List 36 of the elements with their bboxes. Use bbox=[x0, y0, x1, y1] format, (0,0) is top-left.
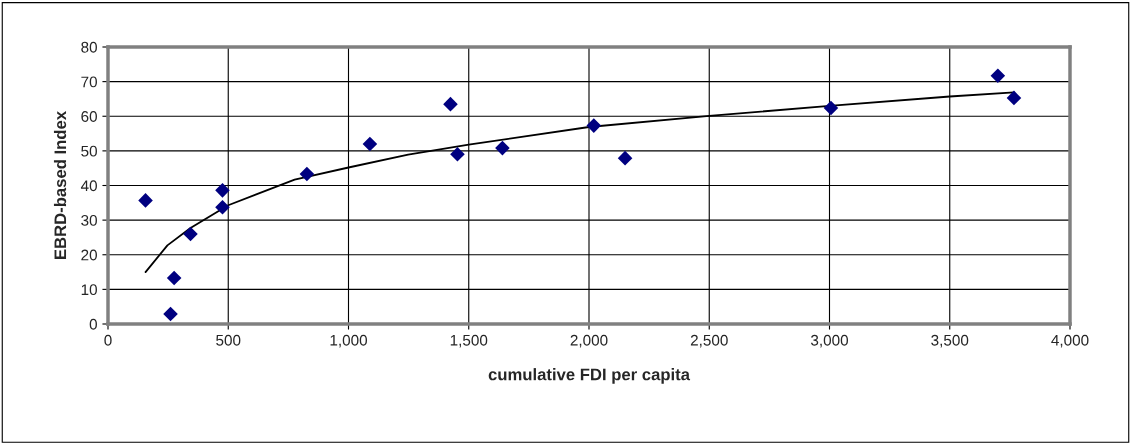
point bbox=[617, 150, 633, 166]
point bbox=[362, 136, 378, 152]
y-tick-label: 20 bbox=[81, 249, 97, 261]
point bbox=[183, 226, 198, 242]
x-axis-title: cumulative FDI per capita bbox=[488, 368, 691, 384]
point bbox=[163, 306, 178, 322]
y-tick-label: 40 bbox=[80, 180, 97, 192]
x-tick-label: 2,000 bbox=[570, 334, 608, 348]
x-tick-label: 500 bbox=[216, 334, 241, 346]
x-tick-label: 3,500 bbox=[931, 334, 969, 348]
x-tick-label: 2,500 bbox=[690, 334, 728, 348]
point bbox=[990, 68, 1006, 84]
y-tick-label: 70 bbox=[81, 76, 97, 88]
x-tick-label: 0 bbox=[104, 334, 112, 346]
point bbox=[138, 193, 153, 208]
point bbox=[823, 100, 839, 116]
point bbox=[299, 166, 315, 182]
y-tick-label: 10 bbox=[81, 284, 97, 296]
x-tick-label: 3,000 bbox=[810, 334, 849, 348]
y-tick-label: 50 bbox=[81, 145, 97, 157]
point bbox=[215, 200, 230, 215]
point bbox=[215, 183, 230, 198]
point bbox=[443, 96, 458, 112]
x-tick-label: 1,000 bbox=[330, 334, 368, 348]
y-tick-label: 0 bbox=[89, 318, 97, 330]
point bbox=[166, 270, 182, 286]
x-tick-label: 1,500 bbox=[450, 334, 488, 348]
y-tick-label: 60 bbox=[81, 111, 97, 122]
point bbox=[450, 147, 465, 162]
point bbox=[1006, 90, 1022, 106]
y-tick-label: 30 bbox=[81, 214, 97, 226]
point bbox=[495, 140, 510, 156]
y-tick-label: 80 bbox=[81, 41, 97, 53]
point bbox=[586, 118, 602, 133]
y-axis-title: EBRD-based Index bbox=[53, 111, 67, 259]
x-tick-label: 4,000 bbox=[1051, 334, 1089, 348]
